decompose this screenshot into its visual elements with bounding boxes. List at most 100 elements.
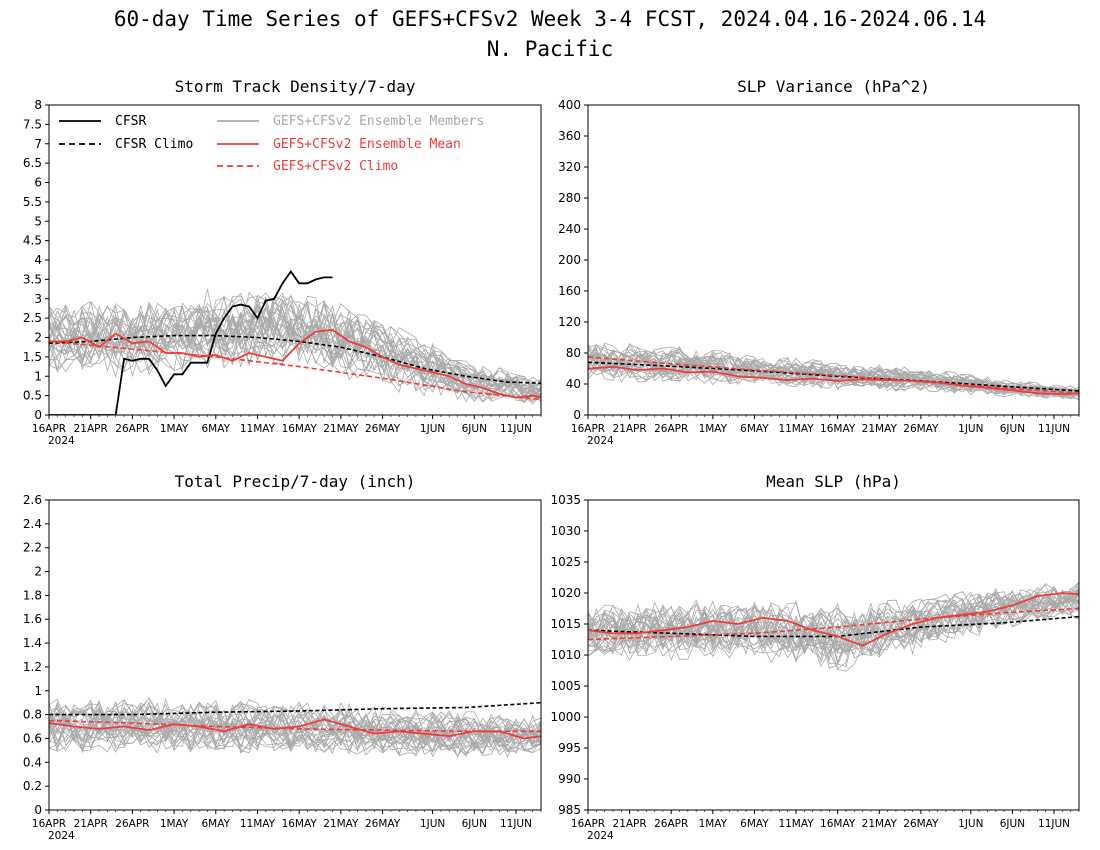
y-tick-label: 1020 (550, 586, 581, 600)
gefs-cfsv2-ensemble-mean-line (49, 718, 541, 740)
ensemble-member-line (49, 718, 541, 759)
ensemble-member-line (588, 599, 1079, 672)
gefs-cfsv2-climo-line (49, 340, 541, 401)
y-tick-label: 995 (558, 741, 581, 755)
y-tick-label: 200 (558, 253, 581, 267)
ensemble-member-line (49, 292, 541, 392)
panel-1: Storm Track Density/7-day 0 0.5 1 1.5 2 2.5 3 3.… (23, 77, 542, 447)
x-tick-label: 11JUN (500, 818, 532, 830)
x-tick-label: 16MAY (820, 423, 856, 435)
ensemble-member-line (49, 699, 541, 742)
y-tick-label: 2 (34, 565, 42, 579)
x-tick-label: 6JUN (462, 818, 487, 830)
x-tick-label: 6MAY (740, 423, 769, 435)
y-tick-label: 0.4 (23, 755, 42, 769)
x-tick-label: 1MAY (160, 818, 189, 830)
ensemble-member-line (588, 595, 1079, 670)
ensemble-member-line (49, 301, 541, 392)
panel-2: SLP Variance (hPa^2) 0 40 80 120 160 200 240 280… (558, 77, 1080, 447)
x-tick-label: 21MAY (862, 423, 898, 435)
legend-members-label: GEFS+CFSv2 Ensemble Members (273, 114, 484, 129)
y-tick-label: 6 (34, 176, 42, 190)
y-tick-label: 4.5 (23, 234, 42, 248)
y-tick-label: 360 (558, 129, 581, 143)
x-year-label: 2024 (48, 830, 75, 842)
panel-title: Storm Track Density/7-day (175, 77, 416, 96)
y-tick-label: 985 (558, 803, 581, 817)
page-subtitle: N. Pacific (487, 37, 613, 61)
x-tick-label: 21MAY (862, 818, 898, 830)
x-tick-label: 21APR (74, 818, 108, 830)
x-tick-label: 16MAY (820, 818, 856, 830)
y-tick-label: 160 (558, 284, 581, 298)
x-tick-label: 11MAY (778, 423, 814, 435)
legend-cfsr-climo-label: CFSR Climo (115, 137, 193, 152)
x-tick-label: 11JUN (1038, 423, 1070, 435)
y-tick-label: 120 (558, 315, 581, 329)
x-tick-label: 26APR (654, 423, 688, 435)
x-tick-label: 26MAY (903, 423, 939, 435)
y-tick-label: 1000 (550, 710, 581, 724)
x-tick-label: 11JUN (1038, 818, 1070, 830)
ensemble-member-line (49, 701, 541, 746)
ensemble-members (588, 342, 1079, 401)
y-tick-label: 40 (566, 377, 581, 391)
y-tick-label: 1010 (550, 648, 581, 662)
cfsr-climo-line (49, 334, 541, 384)
y-tick-label: 1.5 (23, 350, 42, 364)
ensemble-member-line (588, 349, 1079, 395)
ensemble-member-line (49, 711, 541, 750)
x-tick-label: 26MAY (903, 818, 939, 830)
x-tick-label: 21MAY (323, 818, 359, 830)
y-tick-label: 1030 (550, 524, 581, 538)
x-tick-label: 11MAY (240, 423, 276, 435)
ensemble-member-line (49, 296, 541, 389)
ensemble-member-line (49, 699, 541, 739)
y-tick-label: 1 (34, 684, 42, 698)
ensemble-member-line (588, 588, 1079, 652)
legend-gefs-climo-label: GEFS+CFSv2 Climo (273, 159, 398, 174)
y-tick-label: 2.2 (23, 541, 42, 555)
x-tick-label: 16APR (32, 818, 66, 830)
y-tick-label: 80 (566, 346, 581, 360)
x-year-label: 2024 (48, 435, 75, 447)
y-tick-label: 0.5 (23, 389, 42, 403)
x-tick-label: 1MAY (160, 423, 189, 435)
y-tick-label: 5.5 (23, 195, 42, 209)
plot-frame (587, 499, 1080, 811)
panel-title: Total Precip/7-day (inch) (175, 472, 416, 491)
y-tick-label: 3 (34, 292, 42, 306)
y-tick-label: 7.5 (23, 117, 42, 131)
x-tick-label: 1JUN (420, 818, 445, 830)
panels: Storm Track Density/7-day 0 0.5 1 1.5 2 2.5 3 3.… (23, 77, 1080, 842)
y-tick-label: 1.6 (23, 612, 42, 626)
y-tick-label: 7 (34, 137, 42, 151)
ensemble-member-line (588, 347, 1079, 396)
x-tick-label: 1JUN (958, 818, 983, 830)
x-tick-label: 26MAY (365, 423, 401, 435)
y-tick-label: 280 (558, 191, 581, 205)
x-tick-label: 16APR (32, 423, 66, 435)
ensemble-member-line (49, 314, 541, 403)
x-year-label: 2024 (587, 435, 614, 447)
ensemble-member-line (588, 349, 1079, 394)
gefs-cfsv2-ensemble-mean-line (49, 328, 541, 399)
gefs-cfsv2-climo-line (588, 356, 1079, 395)
ensemble-member-line (588, 592, 1079, 654)
x-tick-label: 1MAY (699, 423, 728, 435)
ensemble-members (49, 288, 541, 405)
y-tick-label: 990 (558, 772, 581, 786)
x-tick-label: 1JUN (958, 423, 983, 435)
ensemble-member-line (49, 302, 541, 397)
ensemble-member-line (49, 323, 541, 403)
y-tick-label: 8 (34, 98, 42, 112)
x-tick-label: 6MAY (202, 423, 231, 435)
ensemble-member-line (49, 300, 541, 398)
panel-4: Mean SLP (hPa) 985 990 995 1000 1005 1010 1015 1… (550, 472, 1080, 842)
legend: CFSR CFSR Climo GEFS+CFSv2 Ensemble Member… (59, 114, 484, 174)
ensemble-member-line (49, 717, 541, 756)
gefs-cfsv2-climo-line (588, 607, 1079, 641)
cfsr-climo-line (49, 701, 541, 716)
x-tick-label: 11JUN (500, 423, 532, 435)
y-tick-label: 5 (34, 214, 42, 228)
